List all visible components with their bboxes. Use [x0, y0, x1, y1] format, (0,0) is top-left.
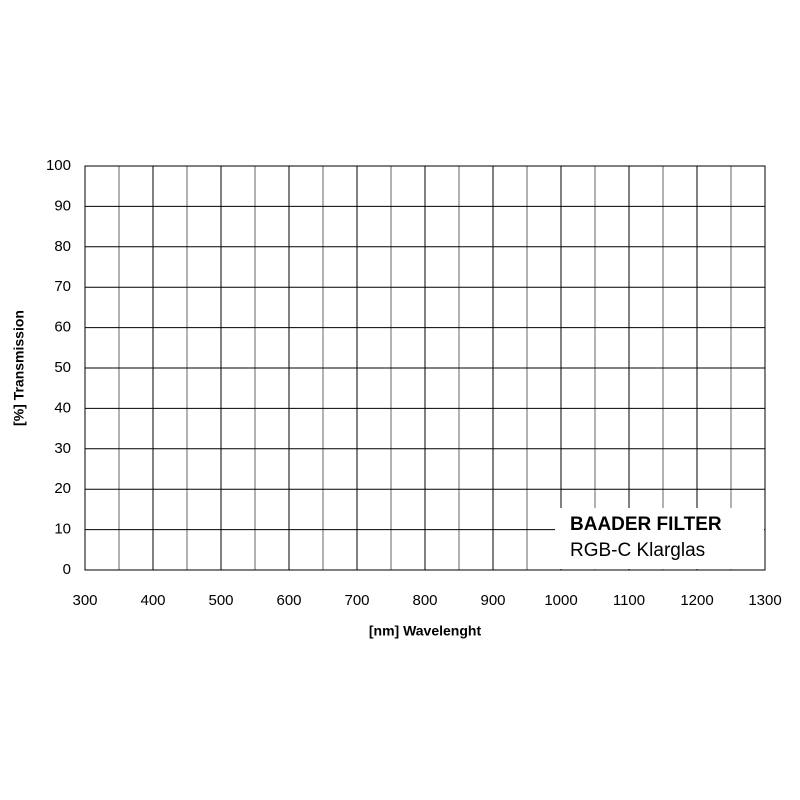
x-axis-label: [nm] Wavelenght: [369, 623, 482, 639]
y-tick-label: 60: [54, 319, 71, 336]
y-tick-label: 0: [63, 561, 71, 578]
y-tick-label: 100: [46, 157, 71, 174]
x-tick-label: 700: [344, 592, 369, 609]
y-axis-label: [%] Transmission: [11, 310, 27, 426]
x-tick-label: 1200: [680, 592, 713, 609]
y-tick-label: 70: [54, 278, 71, 295]
annotation-box: [555, 508, 764, 569]
x-tick-label: 1100: [613, 592, 645, 609]
x-tick-label: 900: [480, 592, 505, 609]
x-tick-label: 600: [276, 592, 301, 609]
x-tick-label: 1000: [544, 592, 577, 609]
y-tick-label: 40: [54, 399, 71, 416]
annotation-subtitle: RGB-C Klarglas: [570, 540, 705, 561]
y-tick-label: 20: [54, 480, 71, 497]
x-tick-label: 400: [140, 592, 165, 609]
x-tick-label: 1300: [748, 592, 781, 609]
y-tick-label: 50: [54, 359, 71, 376]
x-tick-label: 500: [208, 592, 233, 609]
x-tick-label: 300: [72, 592, 97, 609]
y-tick-label: 80: [54, 238, 71, 255]
annotation-title: BAADER FILTER: [570, 514, 722, 535]
y-tick-label: 10: [54, 521, 71, 538]
y-tick-label: 90: [54, 197, 71, 214]
y-tick-label: 30: [54, 440, 71, 457]
x-tick-label: 800: [412, 592, 437, 609]
